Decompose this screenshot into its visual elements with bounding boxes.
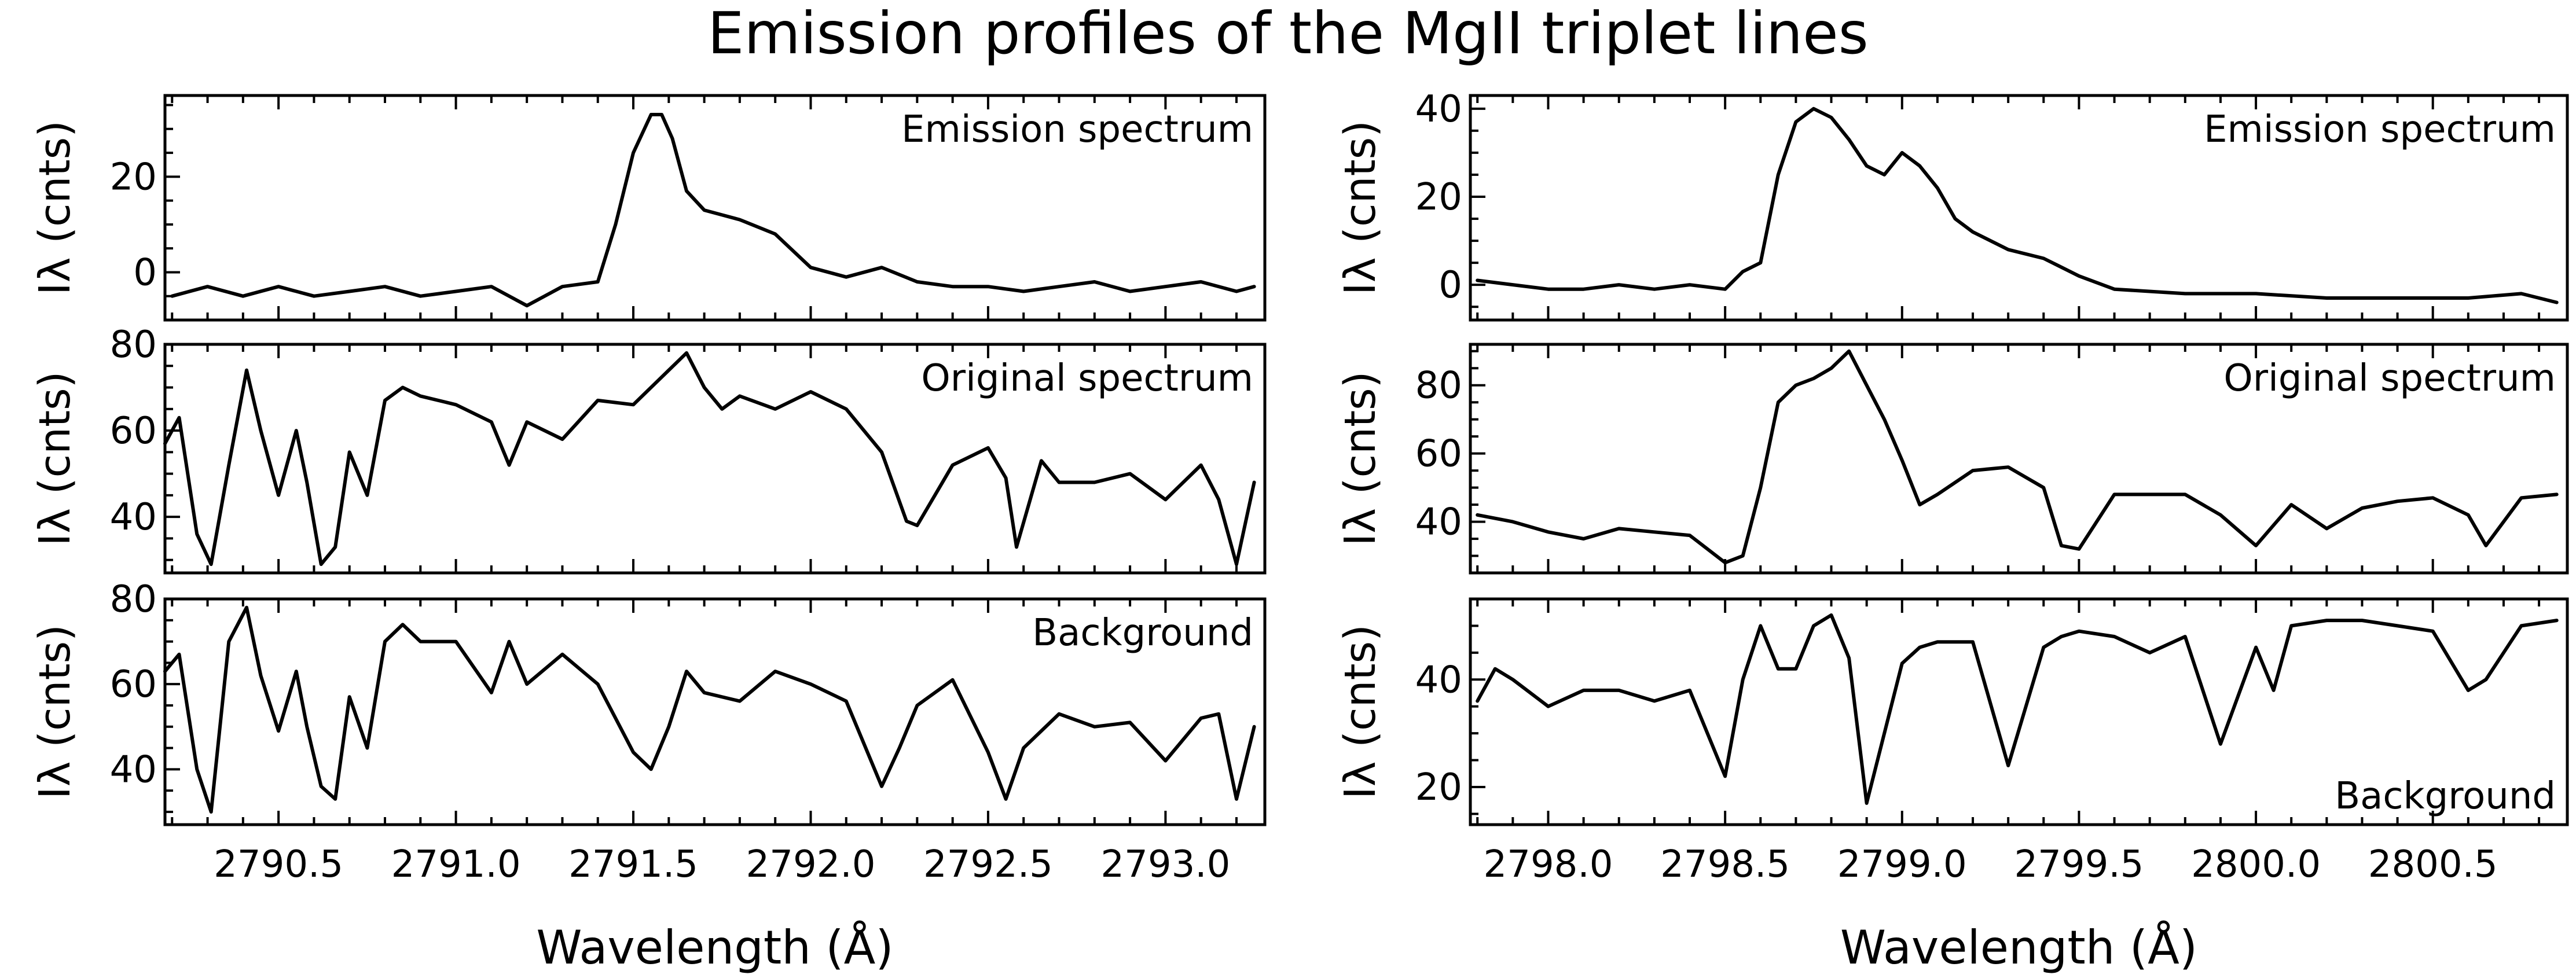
y-tick-label: 40 (1415, 659, 1462, 701)
y-axis-label: Iλ (cnts) (30, 371, 80, 546)
y-tick-label: 60 (1415, 433, 1462, 476)
x-tick-label: 2800.5 (2368, 843, 2498, 886)
panel-title: Emission spectrum (901, 108, 1253, 151)
panel-title: Background (2335, 775, 2556, 818)
y-tick-label: 20 (1415, 176, 1462, 219)
plot-frame (1469, 343, 2569, 575)
x-axis-label: Wavelength (Å) (1840, 920, 2197, 975)
plot-frame (1469, 94, 2569, 322)
y-axis-label: Iλ (cnts) (1335, 120, 1385, 295)
panel-1: 0 20 Emission spectrum Iλ (cnts) (30, 94, 1267, 322)
x-tick-label: 2799.0 (1837, 843, 1967, 886)
spectrum-line (170, 113, 1256, 308)
y-tick-label: 0 (1439, 264, 1462, 307)
panel-title: Background (1032, 612, 1253, 655)
x-tick-label: 2800.0 (2191, 843, 2321, 886)
panel-title: Original spectrum (2223, 357, 2556, 400)
y-tick-label: 80 (1415, 365, 1462, 407)
plot-frame (163, 94, 1267, 322)
plot-frame (163, 597, 1267, 826)
y-tick-label: 20 (1415, 766, 1462, 809)
panel-3: 40 60 80 2790.5 2791.0 2791.5 2792.0 2792.5 2793… (30, 578, 1267, 975)
y-tick-label: 40 (1415, 501, 1462, 544)
spectrum-line (163, 605, 1256, 814)
y-axis-label: Iλ (cnts) (1335, 371, 1385, 546)
y-tick-label: 40 (1415, 88, 1462, 131)
x-tick-label: 2798.5 (1660, 843, 1790, 886)
x-tick-label: 2791.5 (568, 843, 698, 886)
spectrum-line (163, 351, 1256, 567)
y-tick-label: 40 (110, 748, 157, 791)
panel-title: Emission spectrum (2204, 108, 2556, 151)
x-tick-label: 2799.5 (2014, 843, 2144, 886)
y-tick-label: 80 (110, 578, 157, 621)
y-axis-label: Iλ (cnts) (30, 120, 80, 295)
y-tick-label: 80 (110, 323, 157, 366)
x-tick-label: 2792.5 (923, 843, 1053, 886)
x-tick-label: 2792.0 (746, 843, 876, 886)
panel-title: Original spectrum (921, 357, 1253, 400)
spectrum-line (1476, 613, 2559, 805)
spectrum-line (1476, 349, 2559, 565)
y-tick-label: 20 (110, 156, 157, 198)
panel-2: 40 60 80 Original spectrum Iλ (cnts) (30, 323, 1267, 575)
x-tick-label: 2798.0 (1484, 843, 1613, 886)
x-axis-label: Wavelength (Å) (536, 920, 893, 975)
y-axis-label: Iλ (cnts) (30, 624, 80, 799)
plot-frame (163, 343, 1267, 575)
panel-5: 40 60 80 Original spectrum Iλ (cnts) (1335, 343, 2569, 575)
y-tick-label: 60 (110, 663, 157, 706)
x-tick-label: 2793.0 (1100, 843, 1230, 886)
y-tick-label: 0 (133, 251, 157, 294)
x-tick-label: 2791.0 (391, 843, 521, 886)
figure-title: Emission profiles of the MgII triplet li… (707, 0, 1869, 67)
y-tick-label: 60 (110, 410, 157, 453)
panel-4: 0 20 40 Emission spectrum Iλ (cnts) (1335, 88, 2569, 322)
y-axis-label: Iλ (cnts) (1335, 624, 1385, 799)
plot-frame (1469, 597, 2569, 826)
chart-panels: 0 20 Emission spectrum Iλ (cnts) 40 60 80 Origi… (30, 88, 2569, 975)
y-tick-label: 40 (110, 496, 157, 539)
x-tick-label: 2790.5 (214, 843, 343, 886)
panel-6: 20 40 2798.0 2798.5 2799.0 2799.5 2800.0 2800.5… (1335, 597, 2569, 975)
spectrum-line (1476, 106, 2559, 304)
